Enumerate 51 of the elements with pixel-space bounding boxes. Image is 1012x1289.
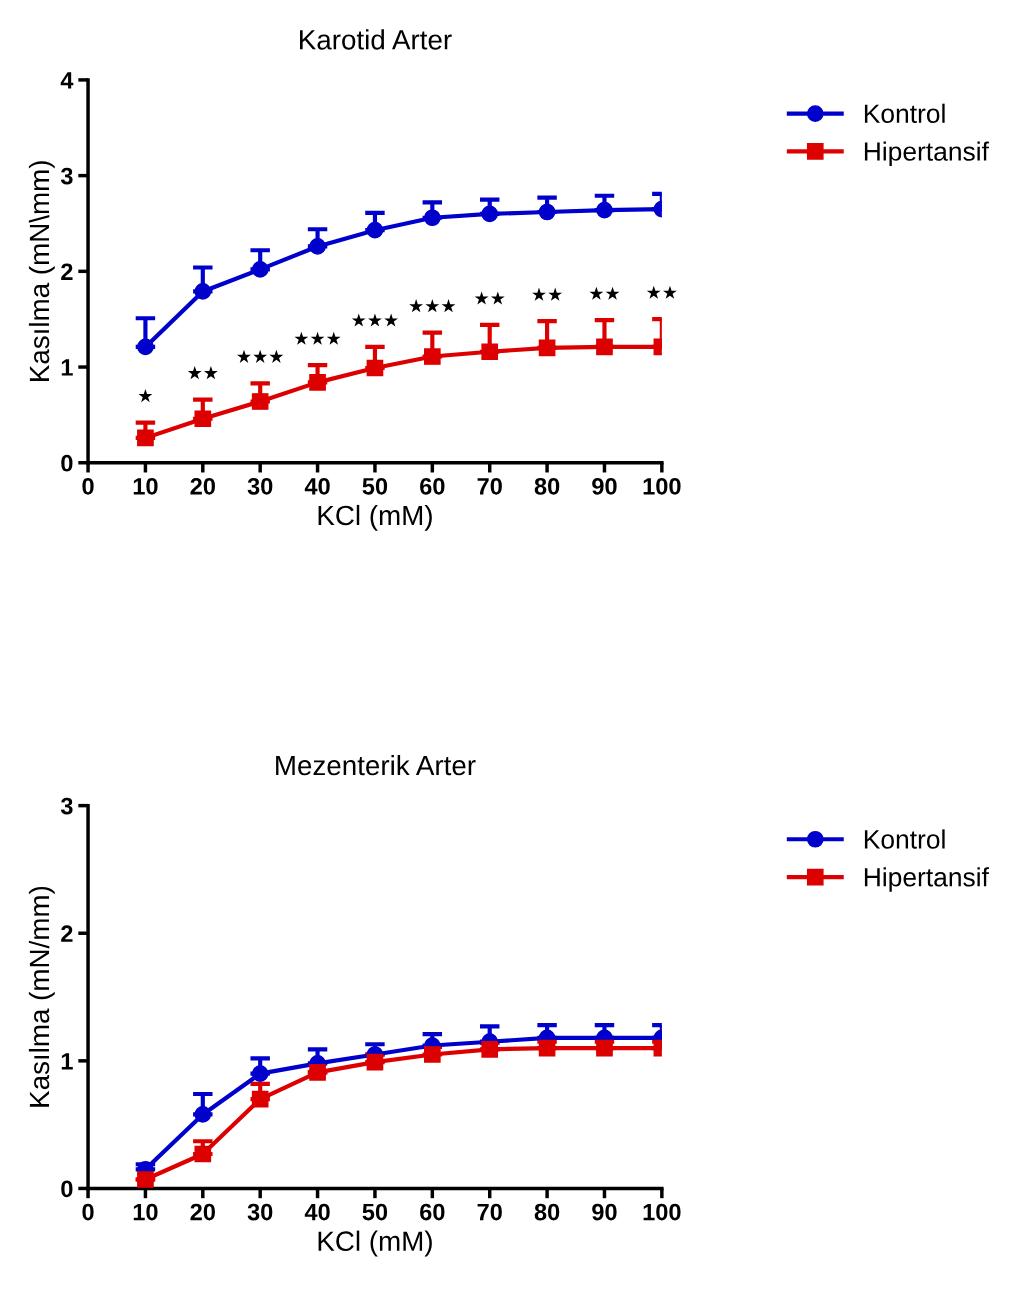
x-tick-label: 100	[643, 1203, 681, 1221]
x-tick-label: 60	[420, 1203, 445, 1221]
x-tick-label: 0	[82, 477, 94, 495]
y-tick-label: 2	[61, 263, 73, 280]
x-tick-label: 30	[247, 477, 273, 495]
annotation: ★	[138, 389, 153, 403]
chart-title: Mezenterik Arter	[276, 754, 476, 776]
legend-label: Hipertansif	[864, 141, 989, 167]
x-tick-label: 30	[247, 1203, 273, 1221]
x-tick-label: 20	[190, 477, 215, 495]
x-axis-title: KCl (mM)	[318, 1230, 432, 1257]
x-tick-label: 70	[477, 477, 502, 495]
legend-label: Kontrol	[864, 829, 945, 849]
annotation: ★★	[532, 287, 563, 301]
y-tick-label: 0	[61, 1180, 73, 1198]
chart-title: Karotid Arter	[300, 29, 452, 50]
x-tick-label: 100	[643, 477, 681, 495]
annotation: ★★	[187, 366, 218, 380]
x-tick-label: 40	[304, 477, 330, 495]
x-tick-label: 90	[592, 477, 617, 495]
x-tick-label: 60	[420, 477, 445, 495]
x-tick-label: 10	[133, 477, 158, 495]
y-axis-title: Kasılma (mN\mm)	[28, 161, 55, 381]
annotation: ★★	[646, 285, 677, 299]
x-tick-label: 70	[477, 1203, 502, 1221]
x-tick-label: 0	[82, 1203, 94, 1221]
x-tick-label: 50	[362, 477, 388, 495]
y-tick-label: 4	[60, 72, 74, 89]
x-tick-label: 10	[133, 1203, 158, 1221]
legend-label: Hipertansif	[864, 867, 989, 892]
x-tick-label: 80	[534, 1203, 560, 1221]
y-tick-label: 1	[61, 1053, 73, 1070]
legend-label: Kontrol	[864, 103, 945, 124]
y-tick-label: 3	[60, 167, 73, 185]
y-axis-title: Kasılma (mN/mm)	[28, 886, 55, 1107]
x-tick-label: 50	[362, 1203, 388, 1221]
annotation: ★★★	[409, 299, 456, 313]
x-tick-label: 20	[190, 1203, 215, 1221]
x-tick-label: 80	[534, 477, 560, 495]
annotation: ★★	[474, 291, 505, 305]
y-tick-label: 2	[61, 925, 73, 942]
annotation: ★★★	[294, 331, 341, 345]
annotation: ★★	[589, 286, 620, 300]
y-tick-label: 3	[60, 797, 73, 815]
y-tick-label: 1	[61, 359, 73, 376]
y-tick-label: 0	[61, 454, 73, 472]
annotation: ★★★	[351, 313, 399, 327]
x-tick-label: 90	[592, 1203, 617, 1221]
x-tick-label: 40	[304, 1203, 330, 1221]
x-axis-title: KCl (mM)	[318, 504, 432, 531]
annotation: ★★★	[237, 349, 284, 363]
